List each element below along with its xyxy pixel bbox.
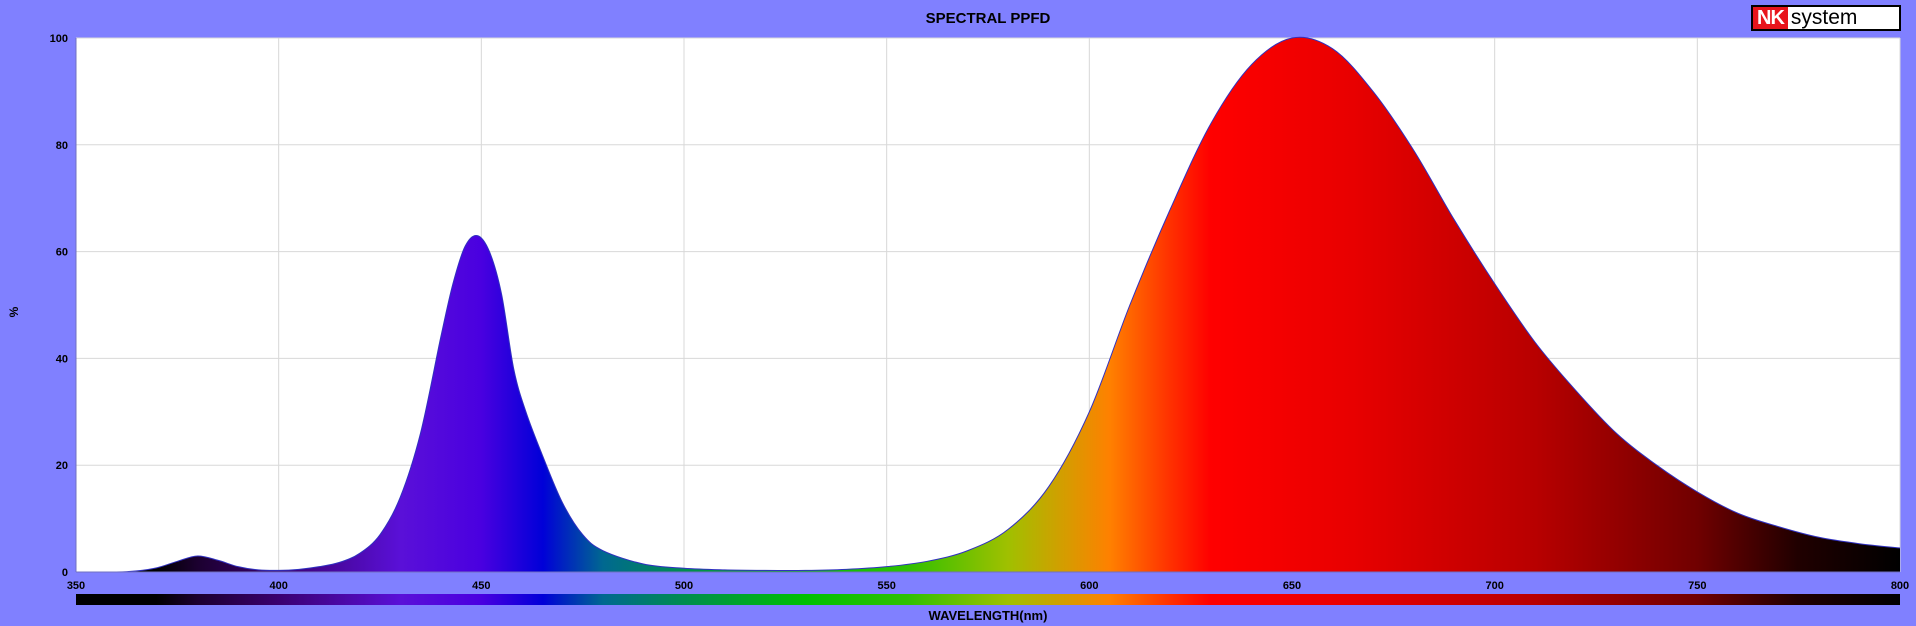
x-tick-label: 700: [1485, 580, 1503, 592]
x-tick-label: 500: [675, 580, 693, 592]
x-tick-label: 800: [1891, 580, 1909, 592]
x-tick-label: 650: [1283, 580, 1301, 592]
y-tick-label: 20: [56, 460, 68, 472]
spectrum-line: [75, 36, 1901, 573]
y-axis-label: %: [7, 306, 21, 317]
x-tick-label: 350: [67, 580, 85, 592]
y-tick-label: 40: [56, 353, 68, 365]
x-tick-label: 600: [1080, 580, 1098, 592]
chart-title: SPECTRAL PPFD: [926, 10, 1051, 27]
data-series: [75, 36, 1901, 573]
logo-mark: NK: [1753, 7, 1788, 29]
logo-text: system: [1790, 6, 1858, 29]
y-ticks: 0 20 40 60 80 100: [50, 33, 68, 579]
y-tick-label: 60: [56, 247, 68, 259]
spectrum-color-bar: [76, 594, 1900, 605]
x-axis-label: WAVELENGTH(nm): [929, 608, 1048, 623]
spectrum-area: [76, 37, 1900, 572]
x-ticks: 350 400 450 500 550 600 650 700 750 800: [67, 580, 1909, 592]
x-tick-label: 400: [269, 580, 287, 592]
y-tick-label: 80: [56, 140, 68, 152]
x-tick-label: 450: [472, 580, 490, 592]
y-tick-label: 0: [62, 567, 68, 579]
x-tick-label: 550: [877, 580, 895, 592]
x-tick-label: 750: [1688, 580, 1706, 592]
y-tick-label: 100: [50, 33, 68, 45]
nk-system-logo: NK system: [1751, 5, 1901, 31]
